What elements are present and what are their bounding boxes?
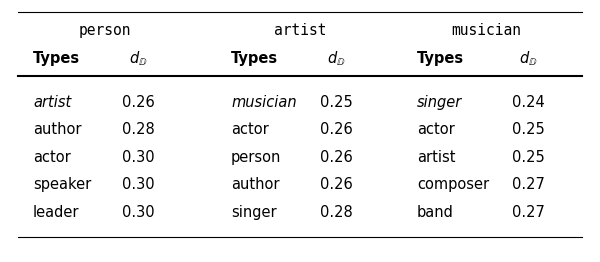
Text: 0.24: 0.24	[512, 95, 544, 110]
Text: 0.26: 0.26	[320, 150, 352, 165]
Text: 0.26: 0.26	[320, 122, 352, 137]
Text: 0.26: 0.26	[122, 95, 154, 110]
Text: artist: artist	[274, 23, 326, 38]
Text: composer: composer	[417, 177, 489, 192]
Text: musician: musician	[451, 23, 521, 38]
Text: 0.25: 0.25	[512, 122, 544, 137]
Text: 0.30: 0.30	[122, 177, 154, 192]
Text: $d_{\mathbb{D}}$: $d_{\mathbb{D}}$	[129, 50, 147, 68]
Text: author: author	[33, 122, 82, 137]
Text: person: person	[231, 150, 281, 165]
Text: 0.26: 0.26	[320, 177, 352, 192]
Text: actor: actor	[33, 150, 71, 165]
Text: artist: artist	[417, 150, 455, 165]
Text: singer: singer	[231, 205, 277, 220]
Text: Types: Types	[33, 51, 80, 67]
Text: Types: Types	[417, 51, 464, 67]
Text: speaker: speaker	[33, 177, 91, 192]
Text: $d_{\mathbb{D}}$: $d_{\mathbb{D}}$	[327, 50, 345, 68]
Text: actor: actor	[231, 122, 269, 137]
Text: $d_{\mathbb{D}}$: $d_{\mathbb{D}}$	[519, 50, 537, 68]
Text: 0.30: 0.30	[122, 205, 154, 220]
Text: 0.27: 0.27	[512, 177, 544, 192]
Text: 0.27: 0.27	[512, 205, 544, 220]
Text: actor: actor	[417, 122, 455, 137]
Text: 0.25: 0.25	[320, 95, 352, 110]
Text: artist: artist	[33, 95, 71, 110]
Text: singer: singer	[417, 95, 462, 110]
Text: leader: leader	[33, 205, 79, 220]
Text: band: band	[417, 205, 454, 220]
Text: author: author	[231, 177, 280, 192]
Text: person: person	[79, 23, 131, 38]
Text: musician: musician	[231, 95, 296, 110]
Text: 0.28: 0.28	[320, 205, 352, 220]
Text: 0.28: 0.28	[122, 122, 154, 137]
Text: Types: Types	[231, 51, 278, 67]
Text: 0.30: 0.30	[122, 150, 154, 165]
Text: 0.25: 0.25	[512, 150, 544, 165]
